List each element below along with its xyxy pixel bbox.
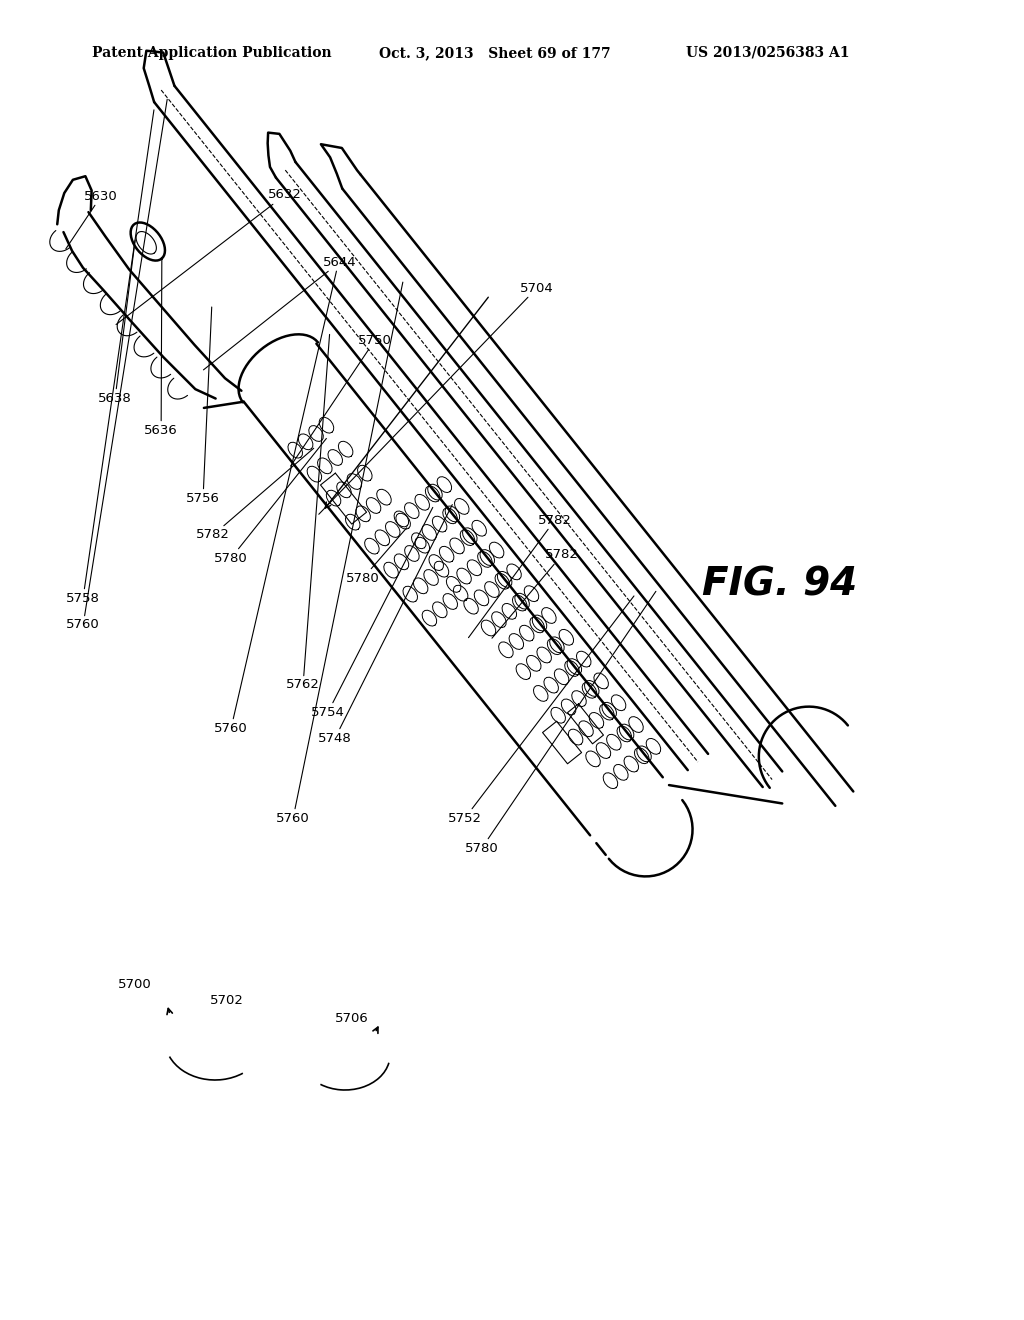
Text: US 2013/0256383 A1: US 2013/0256383 A1 — [686, 46, 850, 59]
Text: 5748: 5748 — [318, 504, 453, 744]
Text: Patent Application Publication: Patent Application Publication — [92, 46, 332, 59]
Text: 5638: 5638 — [98, 240, 135, 404]
Text: 5756: 5756 — [186, 308, 220, 504]
Text: 5782: 5782 — [492, 549, 579, 638]
Text: 5702: 5702 — [210, 994, 244, 1006]
Text: 5782: 5782 — [197, 449, 313, 541]
Text: 5636: 5636 — [144, 257, 178, 437]
Text: 5760: 5760 — [67, 99, 167, 631]
Text: Oct. 3, 2013   Sheet 69 of 177: Oct. 3, 2013 Sheet 69 of 177 — [379, 46, 610, 59]
Text: 5644: 5644 — [204, 256, 356, 370]
Text: 5632: 5632 — [116, 189, 302, 325]
Text: FIG. 94: FIG. 94 — [702, 566, 857, 605]
Text: 5780: 5780 — [465, 591, 656, 854]
Text: 5706: 5706 — [335, 1011, 369, 1024]
Text: 5780: 5780 — [346, 528, 407, 585]
Text: 5700: 5700 — [118, 978, 152, 991]
Text: 5750: 5750 — [291, 334, 392, 466]
Text: 5760: 5760 — [214, 271, 337, 734]
Text: 5760: 5760 — [276, 282, 402, 825]
Text: 5780: 5780 — [214, 438, 327, 565]
Text: 5758: 5758 — [67, 110, 154, 605]
Text: 5752: 5752 — [449, 595, 634, 825]
Text: 5762: 5762 — [286, 334, 330, 692]
Text: 5782: 5782 — [469, 513, 571, 638]
Text: 5704: 5704 — [318, 281, 554, 515]
Text: 5630: 5630 — [66, 190, 118, 249]
Text: 5754: 5754 — [311, 507, 433, 718]
